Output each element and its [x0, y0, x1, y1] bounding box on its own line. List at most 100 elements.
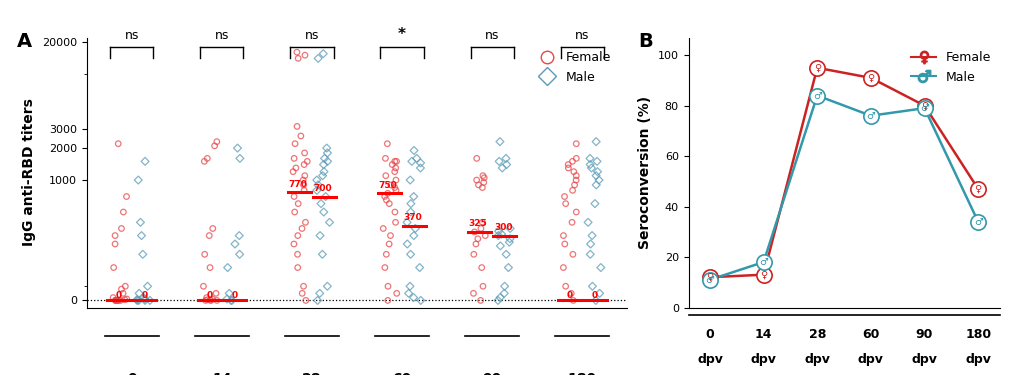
Point — [201, 232, 217, 238]
Point — [489, 297, 505, 303]
Point — [313, 201, 329, 207]
Point — [582, 251, 598, 257]
Point — [398, 241, 415, 247]
Point — [406, 295, 422, 301]
Point — [309, 177, 325, 183]
Point — [199, 155, 215, 161]
Point — [556, 241, 573, 247]
Point — [387, 219, 404, 225]
Point — [111, 297, 127, 303]
Point — [297, 52, 313, 58]
Point — [221, 290, 237, 296]
Text: 0: 0 — [142, 291, 148, 300]
Point — [465, 290, 481, 296]
Point — [557, 283, 574, 289]
Point — [498, 162, 515, 168]
Point — [118, 194, 135, 200]
Point — [476, 175, 492, 181]
Point — [470, 182, 486, 188]
Text: 28: 28 — [302, 372, 321, 375]
Text: ♀: ♀ — [759, 270, 766, 280]
Point — [477, 232, 493, 238]
Point — [294, 177, 311, 183]
Text: 0: 0 — [591, 291, 597, 300]
Point — [297, 172, 313, 178]
Point — [406, 232, 422, 238]
Point — [107, 241, 123, 247]
Point — [312, 232, 328, 238]
Point — [568, 209, 584, 215]
Text: ns: ns — [124, 28, 139, 42]
Point — [377, 172, 393, 178]
Point — [495, 290, 512, 296]
Point — [475, 283, 491, 289]
Point — [319, 150, 335, 156]
Point — [112, 297, 128, 303]
Point — [386, 158, 403, 164]
Point — [568, 177, 584, 183]
Point — [555, 194, 572, 200]
Point — [581, 155, 597, 161]
Point — [582, 241, 598, 247]
Text: dpv: dpv — [804, 353, 829, 366]
Point — [107, 232, 123, 238]
Text: ns: ns — [575, 28, 589, 42]
Text: 0: 0 — [231, 291, 237, 300]
Point — [378, 251, 394, 257]
Point — [109, 297, 125, 303]
Point — [289, 264, 306, 270]
Text: dpv: dpv — [857, 353, 882, 366]
Point — [113, 286, 129, 292]
Point — [376, 194, 392, 200]
Text: 0: 0 — [566, 291, 572, 300]
Point — [403, 201, 419, 207]
Point — [135, 251, 151, 257]
Point — [562, 290, 579, 296]
Point — [387, 165, 404, 171]
Point — [205, 225, 221, 231]
Point — [387, 188, 404, 194]
Point — [466, 251, 482, 257]
Point — [582, 162, 598, 168]
Point — [404, 158, 420, 164]
Point — [413, 297, 429, 303]
Point — [564, 219, 580, 225]
Point — [297, 219, 313, 225]
Point — [412, 165, 428, 171]
Point — [565, 297, 581, 303]
Point — [583, 232, 599, 238]
Point — [130, 290, 147, 296]
Point — [587, 297, 603, 303]
Text: 180: 180 — [568, 372, 596, 375]
Point — [309, 188, 325, 194]
Point — [199, 297, 215, 303]
Text: 14: 14 — [754, 328, 771, 340]
Point — [117, 283, 133, 289]
Text: 90: 90 — [482, 372, 501, 375]
Point — [379, 283, 395, 289]
Point — [110, 141, 126, 147]
Point — [315, 209, 331, 215]
Point — [490, 158, 506, 164]
Point — [468, 155, 484, 161]
Point — [588, 158, 604, 164]
Point — [589, 169, 605, 175]
Point — [288, 49, 305, 55]
Text: ♂: ♂ — [812, 90, 820, 101]
Point — [388, 158, 405, 164]
Text: 0: 0 — [126, 372, 137, 375]
Point — [490, 232, 506, 238]
Point — [496, 283, 513, 289]
Point — [379, 297, 395, 303]
Text: 90: 90 — [915, 328, 932, 340]
Point — [382, 182, 398, 188]
Point — [554, 232, 571, 238]
Y-axis label: Seroconversion (%): Seroconversion (%) — [638, 96, 651, 249]
Point — [474, 172, 490, 178]
Point — [493, 231, 510, 237]
Text: 180: 180 — [964, 328, 990, 340]
Point — [406, 147, 422, 153]
Point — [559, 162, 576, 168]
Point — [196, 158, 212, 164]
Point — [219, 296, 235, 302]
